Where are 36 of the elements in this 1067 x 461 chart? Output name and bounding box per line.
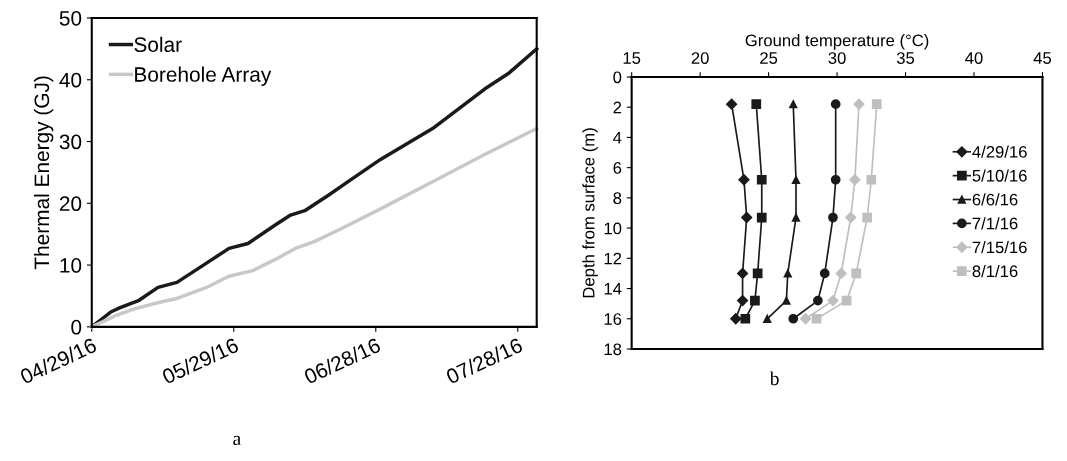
legend-label: 6/6/16 xyxy=(972,193,1018,206)
y-tick-label: 6 xyxy=(613,162,622,174)
y-tick-label: 0 xyxy=(613,71,622,84)
text: b xyxy=(769,371,779,386)
y-tick-label: 30 xyxy=(59,134,82,150)
y-tick-label: 40 xyxy=(59,72,82,88)
x-tick-label: 30 xyxy=(828,52,846,64)
y-axis-title: Thermal Energy (GJ) xyxy=(33,76,54,270)
y-tick-label: 12 xyxy=(604,252,622,265)
y-tick-label: 14 xyxy=(604,283,622,295)
x-tick-label: 25 xyxy=(760,52,778,64)
legend-label: 4/29/16 xyxy=(972,145,1027,158)
y-tick-label: 0 xyxy=(71,319,82,335)
legend-label: Borehole Array xyxy=(135,66,272,86)
text: a xyxy=(233,435,241,446)
legend-label: 7/15/16 xyxy=(972,241,1027,254)
x-tick-label: 15 xyxy=(623,52,641,64)
y-tick-label: 18 xyxy=(604,343,622,356)
x-axis-title: Ground temperature (°C) xyxy=(745,34,929,50)
y-tick-label: 4 xyxy=(613,132,622,144)
y-tick-label: 10 xyxy=(60,258,82,273)
y-tick-label: 50 xyxy=(59,10,82,26)
y-axis-title: Depth from surface (m) xyxy=(582,128,598,298)
y-tick-label: 16 xyxy=(604,313,622,325)
x-tick-label: 45 xyxy=(1033,52,1052,64)
legend-label: Solar xyxy=(134,36,182,53)
x-tick-label: 20 xyxy=(691,52,709,64)
y-tick-label: 20 xyxy=(59,196,82,212)
y-tick-label: 8 xyxy=(613,192,622,205)
legend-label: 7/1/16 xyxy=(972,217,1018,230)
x-tick-label: 35 xyxy=(896,52,915,64)
y-tick-label: 10 xyxy=(604,222,622,235)
legend-label: 5/10/16 xyxy=(972,169,1027,182)
legend-label: 8/1/16 xyxy=(972,264,1018,278)
y-tick-label: 2 xyxy=(613,101,622,114)
x-tick-label: 40 xyxy=(965,52,983,64)
